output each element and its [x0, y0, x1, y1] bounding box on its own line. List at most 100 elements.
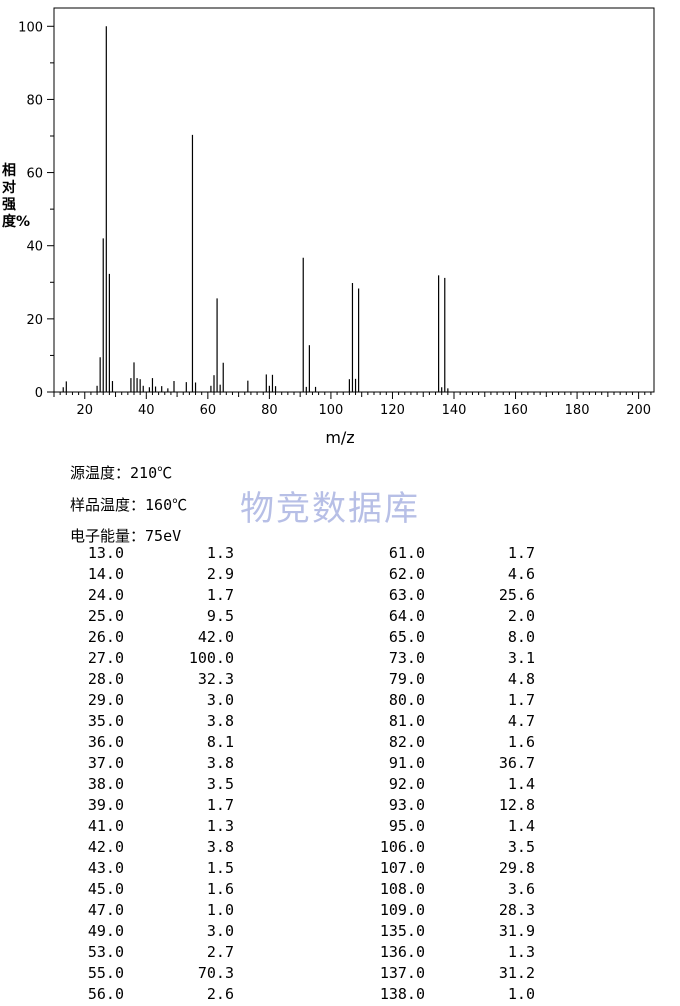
peak-mz: 106.0 [379, 838, 425, 856]
peak-mz: 108.0 [379, 880, 425, 898]
peak-abundance: 1.6 [206, 880, 234, 898]
peak-mz: 137.0 [379, 964, 425, 982]
x-tick-label: 140 [442, 403, 467, 418]
peak-mz: 82.0 [388, 733, 425, 751]
sample-temperature-value: 160℃ [145, 496, 188, 514]
peak-abundance: 1.3 [206, 817, 234, 835]
peak-mz: 39.0 [87, 796, 124, 814]
peak-mz: 24.0 [87, 586, 124, 604]
peak-abundance: 1.4 [507, 775, 535, 793]
mass-spectrum-chart: 20 40 60 80 100 120 140 160 180 200 0 20 40 60 80 100 [18, 7, 655, 418]
peak-mz: 14.0 [87, 565, 124, 583]
peak-mz: 56.0 [87, 985, 124, 1003]
peak-mz: 27.0 [87, 649, 124, 667]
peak-mz: 38.0 [87, 775, 124, 793]
peak-mz: 65.0 [388, 628, 425, 646]
peak-abundance: 2.7 [206, 943, 234, 961]
peak-mz: 107.0 [379, 859, 425, 877]
peak-mz: 95.0 [388, 817, 425, 835]
y-tick-label: 60 [26, 167, 43, 182]
peak-mz: 29.0 [87, 691, 124, 709]
peak-mz: 91.0 [388, 754, 425, 772]
peak-mz: 41.0 [87, 817, 124, 835]
peak-abundance: 100.0 [188, 649, 234, 667]
peak-abundance: 25.6 [498, 586, 535, 604]
electron-energy: 电子能量：75eV [70, 525, 181, 546]
peak-mz: 45.0 [87, 880, 124, 898]
source-temperature-value: 210℃ [130, 464, 173, 482]
peak-abundance: 1.6 [507, 733, 535, 751]
peak-abundance: 2.9 [206, 565, 234, 583]
peak-mz: 26.0 [87, 628, 124, 646]
watermark: 物竞数据库 [240, 489, 420, 529]
peak-abundance: 2.0 [507, 607, 535, 625]
peak-abundance: 3.0 [206, 922, 234, 940]
peak-abundance: 8.0 [507, 628, 535, 646]
y-tick-label: 40 [26, 240, 43, 255]
peak-abundance: 1.7 [507, 544, 535, 562]
plot-frame [53, 7, 655, 393]
peak-abundance: 3.6 [507, 880, 535, 898]
electron-energy-value: 75eV [145, 527, 182, 545]
x-tick-label: 160 [503, 403, 528, 418]
peak-mz: 25.0 [87, 607, 124, 625]
sample-temperature: 样品温度：160℃ [70, 494, 187, 515]
peak-mz: 81.0 [388, 712, 425, 730]
peak-abundance: 1.7 [206, 796, 234, 814]
peak-mz: 28.0 [87, 670, 124, 688]
peak-mz: 13.0 [87, 544, 124, 562]
peak-abundance: 1.4 [507, 817, 535, 835]
peak-abundance: 4.8 [507, 670, 535, 688]
peak-abundance: 70.3 [197, 964, 234, 982]
peak-mz: 93.0 [388, 796, 425, 814]
peak-abundance: 1.0 [507, 985, 535, 1003]
peak-mz: 42.0 [87, 838, 124, 856]
peak-abundance: 1.7 [206, 586, 234, 604]
peak-abundance: 42.0 [197, 628, 234, 646]
peak-mz: 135.0 [379, 922, 425, 940]
peak-abundance: 3.0 [206, 691, 234, 709]
peak-mz: 36.0 [87, 733, 124, 751]
peak-abundance: 28.3 [498, 901, 535, 919]
peak-abundance: 1.7 [507, 691, 535, 709]
peak-mz: 47.0 [87, 901, 124, 919]
y-axis-label: 相对强度% [2, 163, 31, 230]
peak-mz: 136.0 [379, 943, 425, 961]
x-axis-label: m/z [325, 428, 355, 447]
x-tick-label: 120 [380, 403, 405, 418]
peak-mz: 53.0 [87, 943, 124, 961]
x-tick-label: 100 [319, 403, 344, 418]
peak-mz: 49.0 [87, 922, 124, 940]
peak-mz: 62.0 [388, 565, 425, 583]
peak-abundance: 3.5 [507, 838, 535, 856]
x-tick-label: 20 [76, 403, 93, 418]
electron-energy-label: 电子能量： [70, 527, 146, 545]
peak-abundance: 4.6 [507, 565, 535, 583]
peak-abundance: 3.8 [206, 754, 234, 772]
peak-mz: 79.0 [388, 670, 425, 688]
peak-abundance: 29.8 [498, 859, 535, 877]
source-temperature: 源温度：210℃ [70, 462, 172, 483]
peak-abundance: 1.0 [206, 901, 234, 919]
peak-mz: 55.0 [87, 964, 124, 982]
sample-temperature-label: 样品温度： [70, 496, 146, 514]
peak-mz: 109.0 [379, 901, 425, 919]
x-tick-label: 80 [261, 403, 278, 418]
peak-mz: 43.0 [87, 859, 124, 877]
peak-abundance: 31.9 [498, 922, 535, 940]
peak-abundance: 36.7 [498, 754, 535, 772]
peak-abundance: 2.6 [206, 985, 234, 1003]
peak-mz: 92.0 [388, 775, 425, 793]
y-tick-label: 20 [26, 313, 43, 328]
peak-abundance: 9.5 [206, 607, 234, 625]
peak-mz: 61.0 [388, 544, 425, 562]
peak-abundance: 4.7 [507, 712, 535, 730]
peak-abundance: 3.1 [507, 649, 535, 667]
peak-abundance: 1.5 [206, 859, 234, 877]
peak-mz: 73.0 [388, 649, 425, 667]
peak-mz: 80.0 [388, 691, 425, 709]
x-tick-label: 40 [138, 403, 155, 418]
peak-mz: 64.0 [388, 607, 425, 625]
peak-mz: 63.0 [388, 586, 425, 604]
x-tick-label: 200 [626, 403, 651, 418]
